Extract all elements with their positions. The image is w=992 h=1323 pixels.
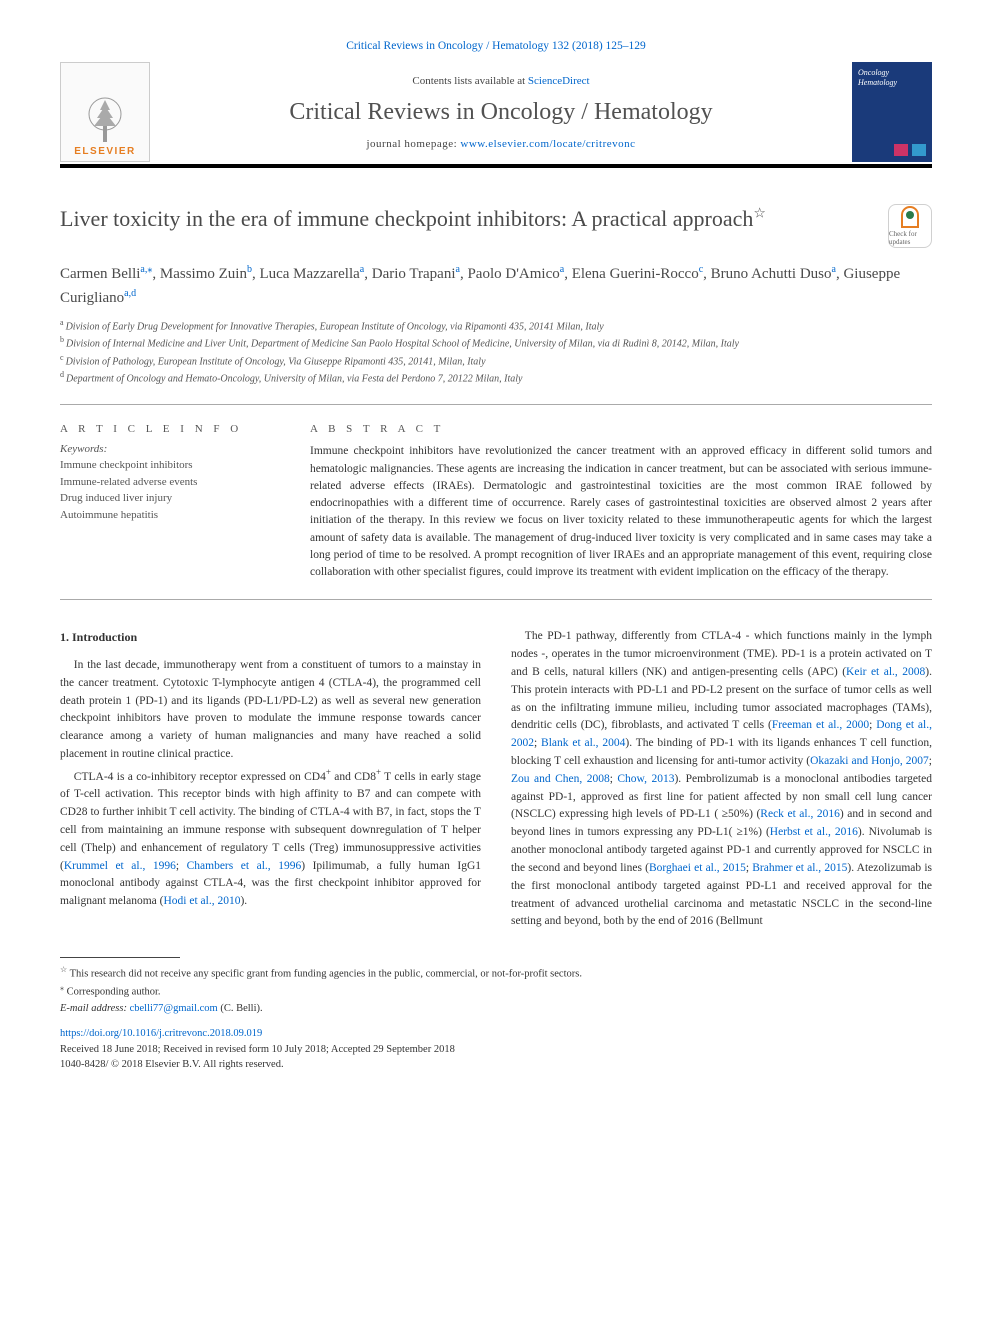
affiliation-line: d Department of Oncology and Hemato-Onco… bbox=[60, 369, 932, 386]
citation-link[interactable]: Keir et al., 2008 bbox=[846, 666, 925, 678]
body-paragraph: The PD-1 pathway, differently from CTLA-… bbox=[511, 628, 932, 931]
affiliation-line: b Division of Internal Medicine and Live… bbox=[60, 334, 932, 351]
author-affil-marker: b bbox=[247, 264, 252, 275]
article-info-column: A R T I C L E I N F O Keywords: Immune c… bbox=[60, 423, 270, 581]
doi-link[interactable]: https://doi.org/10.1016/j.critrevonc.201… bbox=[60, 1028, 262, 1039]
author-affil-marker: a bbox=[456, 264, 460, 275]
author-affil-marker: a bbox=[832, 264, 836, 275]
citation-link[interactable]: Hodi et al., 2010 bbox=[163, 895, 240, 907]
author: Dario Trapani bbox=[372, 266, 456, 282]
keyword: Drug induced liver injury bbox=[60, 490, 270, 507]
author: Paolo D'Amico bbox=[467, 266, 559, 282]
sciencedirect-link[interactable]: ScienceDirect bbox=[528, 75, 590, 87]
section-heading: 1. Introduction bbox=[60, 628, 481, 647]
author-affil-marker: a bbox=[560, 264, 564, 275]
affiliation-line: c Division of Pathology, European Instit… bbox=[60, 352, 932, 369]
footnote-marker: ⁎ bbox=[60, 983, 64, 992]
citation-link[interactable]: Chow, 2013 bbox=[617, 773, 674, 785]
keyword: Autoimmune hepatitis bbox=[60, 507, 270, 524]
copyright-line: 1040-8428/ © 2018 Elsevier B.V. All righ… bbox=[60, 1057, 932, 1072]
contents-lists-line: Contents lists available at ScienceDirec… bbox=[162, 75, 840, 87]
author-affil-marker: c bbox=[699, 264, 703, 275]
body-paragraph: CTLA-4 is a co-inhibitory receptor expre… bbox=[60, 766, 481, 911]
author: Massimo Zuin bbox=[160, 266, 247, 282]
article-dates: Received 18 June 2018; Received in revis… bbox=[60, 1042, 932, 1057]
corresponding-email-link[interactable]: cbelli77@gmail.com bbox=[130, 1003, 218, 1014]
citation-link[interactable]: Borghaei et al., 2015 bbox=[649, 862, 746, 874]
citation-link[interactable]: Okazaki and Honjo, 2007 bbox=[810, 755, 929, 767]
publisher-logo: ELSEVIER bbox=[60, 62, 150, 162]
author: Carmen Belli bbox=[60, 266, 140, 282]
citation-link[interactable]: Reck et al., 2016 bbox=[760, 808, 840, 820]
keyword: Immune checkpoint inhibitors bbox=[60, 457, 270, 474]
citation-link[interactable]: Blank et al., 2004 bbox=[541, 737, 625, 749]
citation-link[interactable]: Brahmer et al., 2015 bbox=[752, 862, 847, 874]
keywords-label: Keywords: bbox=[60, 443, 270, 455]
journal-homepage-link[interactable]: www.elsevier.com/locate/critrevonc bbox=[460, 138, 635, 150]
author-affil-marker: a,⁎ bbox=[140, 264, 152, 275]
author: Luca Mazzarella bbox=[259, 266, 359, 282]
cover-icon bbox=[912, 144, 926, 156]
publisher-name: ELSEVIER bbox=[74, 146, 135, 157]
check-for-updates-badge[interactable]: Check for updates bbox=[888, 204, 932, 248]
abstract-heading: A B S T R A C T bbox=[310, 423, 932, 435]
article-info-heading: A R T I C L E I N F O bbox=[60, 423, 270, 435]
keyword: Immune-related adverse events bbox=[60, 474, 270, 491]
title-footnote-marker: ☆ bbox=[753, 207, 766, 222]
cover-label: Oncology Hematology bbox=[858, 68, 926, 87]
journal-homepage-line: journal homepage: www.elsevier.com/locat… bbox=[162, 138, 840, 150]
journal-name: Critical Reviews in Oncology / Hematolog… bbox=[162, 99, 840, 126]
citation-link[interactable]: Herbst et al., 2016 bbox=[770, 826, 858, 838]
divider bbox=[60, 599, 932, 600]
footnote-marker: ☆ bbox=[60, 965, 67, 974]
body-paragraph: In the last decade, immunotherapy went f… bbox=[60, 657, 481, 764]
cover-icon bbox=[894, 144, 908, 156]
affiliation-line: a Division of Early Drug Development for… bbox=[60, 317, 932, 334]
footnote-separator bbox=[60, 957, 180, 958]
elsevier-tree-icon bbox=[80, 91, 130, 146]
abstract-text: Immune checkpoint inhibitors have revolu… bbox=[310, 443, 932, 581]
citation-link[interactable]: Chambers et al., 1996 bbox=[187, 860, 302, 872]
affiliations-list: a Division of Early Drug Development for… bbox=[60, 317, 932, 386]
abstract-column: A B S T R A C T Immune checkpoint inhibi… bbox=[310, 423, 932, 581]
email-label: E-mail address: bbox=[60, 1003, 130, 1014]
running-header: Critical Reviews in Oncology / Hematolog… bbox=[60, 40, 932, 52]
masthead: ELSEVIER Contents lists available at Sci… bbox=[60, 62, 932, 168]
article-title: Liver toxicity in the era of immune chec… bbox=[60, 204, 868, 234]
body-two-column: 1. Introduction In the last decade, immu… bbox=[60, 628, 932, 931]
citation-link[interactable]: Zou and Chen, 2008 bbox=[511, 773, 610, 785]
doi-block: https://doi.org/10.1016/j.critrevonc.201… bbox=[60, 1026, 932, 1072]
divider bbox=[60, 404, 932, 405]
updates-icon bbox=[901, 206, 919, 228]
author-affil-marker: a bbox=[360, 264, 364, 275]
citation-link[interactable]: Freeman et al., 2000 bbox=[772, 719, 869, 731]
footnotes-block: ☆ This research did not receive any spec… bbox=[60, 964, 932, 1016]
author-affil-marker: a,d bbox=[124, 288, 136, 299]
authors-list: Carmen Bellia,⁎, Massimo Zuinb, Luca Maz… bbox=[60, 262, 932, 309]
citation-link[interactable]: Krummel et al., 1996 bbox=[64, 860, 176, 872]
author: Bruno Achutti Duso bbox=[711, 266, 832, 282]
author: Elena Guerini-Rocco bbox=[572, 266, 699, 282]
journal-cover-thumb: Oncology Hematology bbox=[852, 62, 932, 162]
